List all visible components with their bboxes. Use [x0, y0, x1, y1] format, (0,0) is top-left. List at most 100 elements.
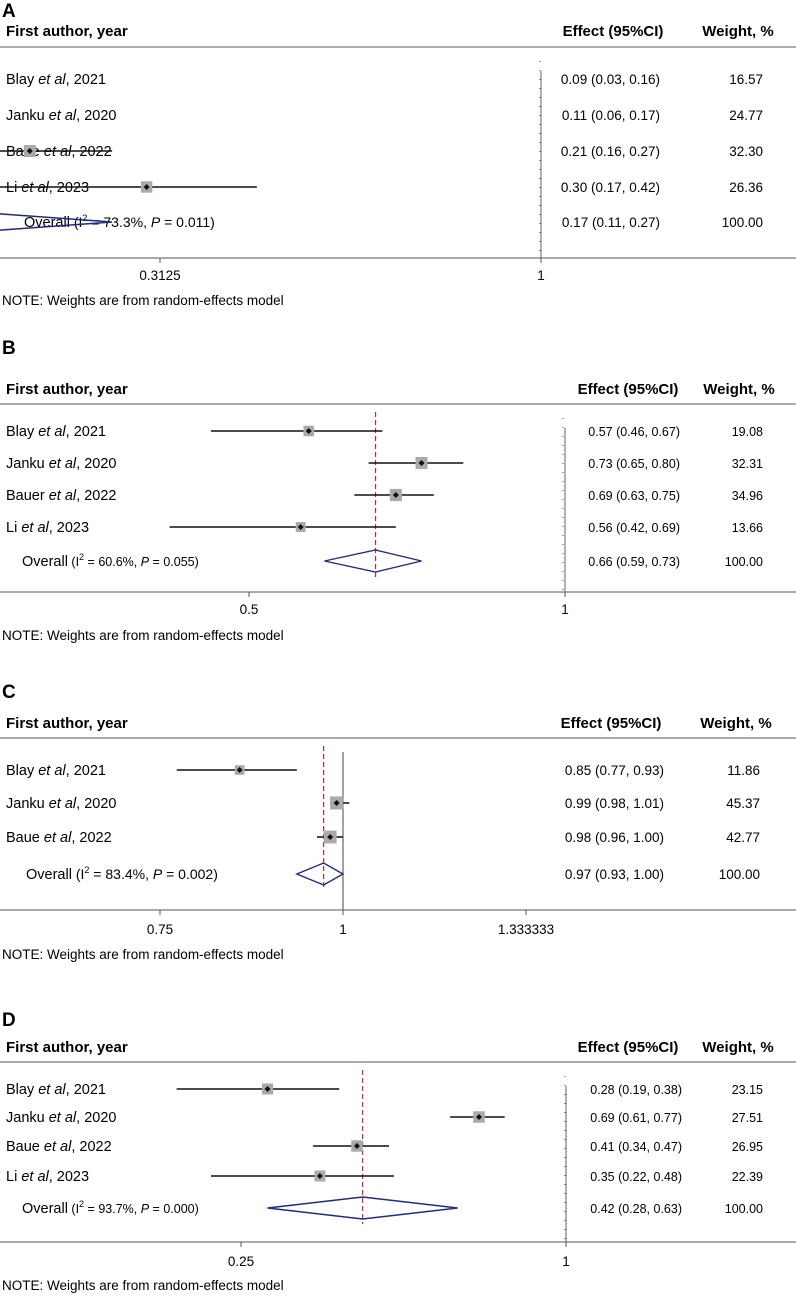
- effect-ci-text: 0.21 (0.16, 0.27): [561, 144, 660, 159]
- point-estimate: [26, 148, 33, 154]
- weights-note: NOTE: Weights are from random-effects mo…: [2, 293, 284, 308]
- study-comma: ,: [66, 1082, 74, 1098]
- point-estimate: [236, 767, 243, 773]
- effect-ci-text: 0.35 (0.22, 0.48): [590, 1170, 682, 1184]
- weight-text: 22.39: [732, 1170, 763, 1184]
- study-comma: ,: [49, 520, 57, 536]
- study-label: Janku et al, 2020: [6, 1110, 116, 1126]
- header-weight: Weight, %: [702, 1039, 773, 1056]
- study-year: 2021: [74, 1082, 106, 1098]
- overall-stat-close: ): [195, 1202, 199, 1216]
- study-author: Li: [6, 1169, 17, 1185]
- forest-panel-d: D First author, year Effect (95%CI) Weight,…: [0, 1010, 796, 1293]
- study-etal: et al: [17, 520, 49, 536]
- study-author: Janku: [6, 456, 45, 472]
- weight-text: 32.31: [732, 457, 763, 471]
- overall-p-sep: ,: [143, 214, 151, 230]
- panel-label: B: [2, 338, 16, 359]
- study-etal: et al: [40, 830, 72, 846]
- study-year: 2020: [84, 456, 116, 472]
- point-estimate: [143, 184, 150, 190]
- effect-ci-text: 0.28 (0.19, 0.38): [590, 1083, 682, 1097]
- study-etal: et al: [45, 1110, 77, 1126]
- study-label: Blay et al, 2021: [6, 72, 106, 88]
- weight-text: 11.86: [727, 763, 760, 778]
- study-author: Janku: [6, 1110, 45, 1126]
- header-effect: Effect (95%CI): [578, 1039, 679, 1056]
- x-tick-label: 0.5: [240, 602, 259, 617]
- study-comma: ,: [76, 488, 84, 504]
- study-year: 2020: [84, 108, 116, 124]
- study-comma: ,: [49, 1169, 57, 1185]
- study-comma: ,: [71, 1139, 79, 1155]
- header-weight: Weight, %: [703, 381, 774, 398]
- study-author: Blay: [6, 763, 35, 779]
- study-label: Blay et al, 2021: [6, 763, 106, 779]
- weight-text: 19.08: [732, 425, 763, 439]
- overall-weight-text: 100.00: [725, 555, 763, 569]
- effect-ci-text: 0.56 (0.42, 0.69): [588, 521, 680, 535]
- overall-stat-open: (I: [68, 555, 79, 569]
- weight-text: 24.77: [729, 108, 763, 123]
- effect-ci-text: 0.57 (0.46, 0.67): [588, 425, 680, 439]
- study-etal: et al: [45, 488, 77, 504]
- header-effect: Effect (95%CI): [563, 23, 664, 40]
- weight-text: 16.57: [729, 72, 763, 87]
- effect-ci-text: 0.30 (0.17, 0.42): [561, 180, 660, 195]
- overall-word: Overall: [26, 867, 72, 883]
- x-tick-label: 1: [561, 602, 569, 617]
- overall-i2-value: 73.3%: [103, 214, 143, 230]
- study-author: Li: [6, 520, 17, 536]
- point-estimate: [316, 1173, 323, 1179]
- overall-stat-open: (I: [72, 866, 84, 882]
- overall-p-eq: =: [149, 1202, 163, 1216]
- study-comma: ,: [71, 830, 79, 846]
- study-author: Janku: [6, 108, 45, 124]
- study-author: Blay: [6, 72, 35, 88]
- study-etal: et al: [34, 424, 66, 440]
- panel-label: A: [2, 1, 16, 22]
- study-author: Janku: [6, 796, 45, 812]
- study-comma: ,: [66, 424, 74, 440]
- overall-p-value: 0.055: [163, 555, 194, 569]
- study-author: Baue: [6, 1139, 40, 1155]
- header-weight: Weight, %: [700, 715, 771, 732]
- header-weight: Weight, %: [702, 23, 773, 40]
- overall-p-letter: P: [141, 555, 150, 569]
- overall-diamond: [0, 213, 113, 231]
- overall-stat-close: ): [195, 555, 199, 569]
- x-tick-label: 1: [537, 268, 545, 283]
- study-year: 2020: [84, 1110, 116, 1126]
- overall-effect-text: 0.66 (0.59, 0.73): [588, 555, 680, 569]
- overall-diamond: [324, 549, 422, 573]
- x-tick-label: 0.75: [147, 922, 173, 937]
- overall-word: Overall: [22, 554, 68, 570]
- overall-p-sep: ,: [134, 555, 141, 569]
- study-label: Baue et al, 2022: [6, 1139, 112, 1155]
- study-year: 2023: [57, 1169, 89, 1185]
- x-tick-label: 1: [562, 1254, 570, 1269]
- overall-i2-eq: =: [87, 214, 103, 230]
- overall-word: Overall: [22, 1201, 68, 1217]
- study-comma: ,: [76, 456, 84, 472]
- study-author: Li: [6, 180, 17, 196]
- overall-label: Overall (I2 = 60.6%, P = 0.055): [22, 552, 199, 570]
- overall-label: Overall (I2 = 93.7%, P = 0.000): [22, 1199, 199, 1217]
- study-year: 2022: [84, 488, 116, 504]
- study-year: 2022: [79, 144, 111, 160]
- overall-weight-text: 100.00: [719, 867, 760, 882]
- point-estimate: [327, 834, 334, 840]
- overall-i2-superscript: 2: [84, 865, 89, 875]
- study-etal: et al: [34, 72, 66, 88]
- effect-ci-text: 0.09 (0.03, 0.16): [561, 72, 660, 87]
- overall-i2-eq: =: [84, 555, 98, 569]
- header-author: First author, year: [6, 23, 128, 40]
- weights-note: NOTE: Weights are from random-effects mo…: [2, 1278, 284, 1293]
- header-author: First author, year: [6, 715, 128, 732]
- overall-p-sep: ,: [134, 1202, 141, 1216]
- study-label: Baue et al, 2022: [6, 830, 112, 846]
- x-tick-label: 0.25: [228, 1254, 254, 1269]
- effect-ci-text: 0.69 (0.61, 0.77): [590, 1111, 682, 1125]
- weight-text: 34.96: [732, 489, 763, 503]
